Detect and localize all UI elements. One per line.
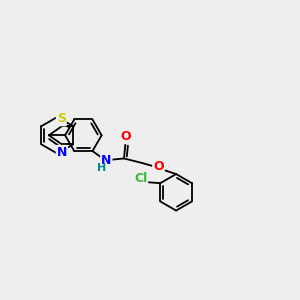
Text: O: O [153, 160, 164, 173]
Text: H: H [97, 163, 106, 173]
Text: S: S [57, 112, 66, 125]
Text: Cl: Cl [134, 172, 147, 185]
Text: N: N [101, 154, 112, 167]
Text: N: N [57, 146, 67, 159]
Text: O: O [120, 130, 131, 143]
